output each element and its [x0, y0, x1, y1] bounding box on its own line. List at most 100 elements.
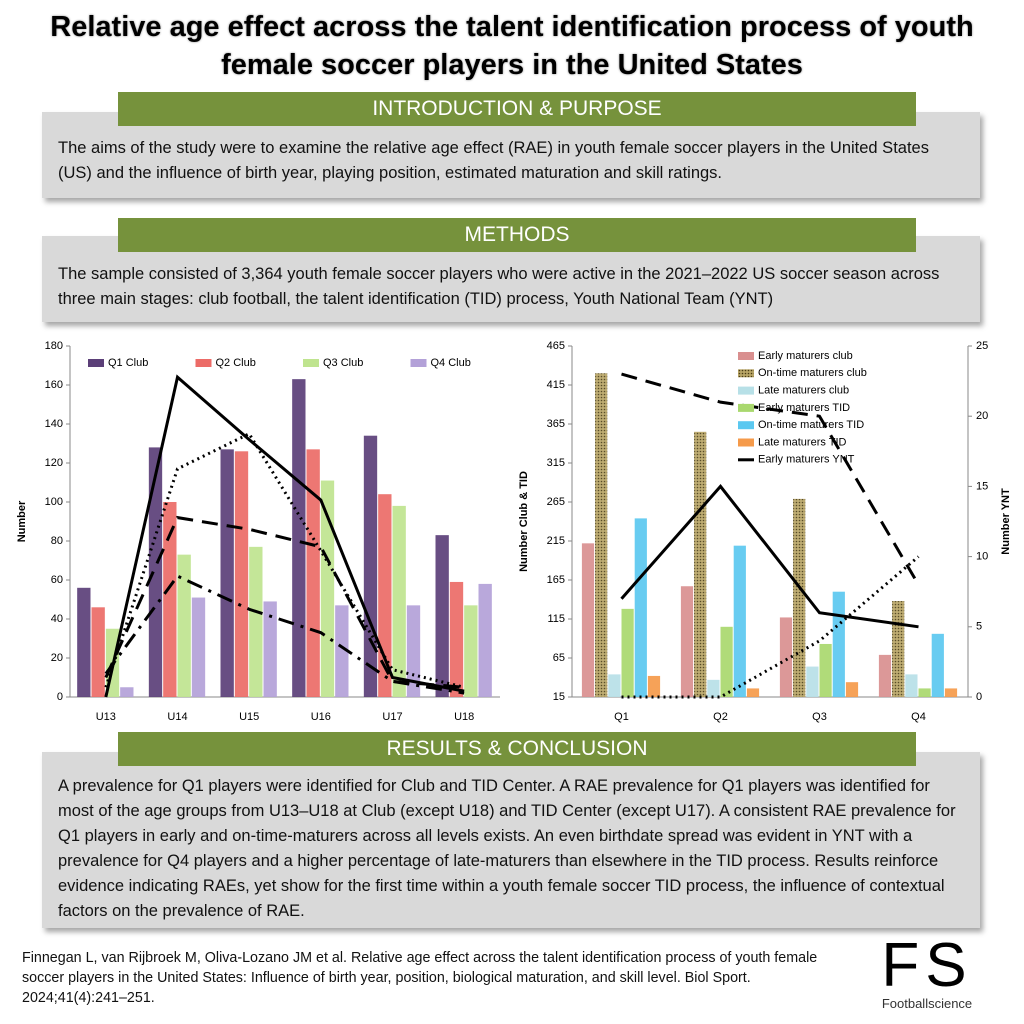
legend-label: On-time maturers club — [758, 367, 867, 379]
bar — [832, 591, 845, 697]
bar — [694, 431, 707, 697]
intro-text: The aims of the study were to examine th… — [58, 139, 929, 182]
legend-label: Early maturers YNT — [758, 454, 855, 466]
bar — [608, 674, 621, 697]
y-tick-label: 120 — [45, 457, 63, 469]
legend-swatch — [88, 359, 104, 367]
y2-tick-label: 0 — [976, 691, 982, 703]
y2-tick-label: 15 — [976, 480, 988, 492]
line — [104, 431, 465, 689]
bar — [91, 607, 105, 697]
y2-tick-label: 25 — [976, 340, 988, 352]
bar — [263, 601, 277, 697]
y2-tick-label: 5 — [976, 621, 982, 633]
y-tick-label: 115 — [547, 613, 565, 625]
x-tick-label: Q1 — [614, 711, 629, 723]
bar — [905, 674, 918, 697]
logo-name: Footballscience — [881, 996, 973, 1011]
y-tick-label: 315 — [547, 457, 565, 469]
bar — [406, 605, 421, 697]
y-tick-label: 140 — [45, 418, 63, 430]
bar — [647, 675, 661, 697]
bar — [845, 682, 859, 697]
legend-swatch — [738, 438, 754, 447]
line — [104, 374, 465, 698]
bar — [944, 688, 958, 697]
bar — [680, 586, 694, 697]
x-tick-label: U16 — [311, 711, 331, 723]
bar — [779, 617, 793, 697]
bar — [595, 373, 608, 697]
y-axis-title: Number — [16, 500, 28, 542]
bar — [148, 447, 163, 697]
x-tick-label: Q3 — [812, 711, 827, 723]
x-tick-label: Q4 — [911, 711, 926, 723]
bar — [931, 633, 944, 697]
line — [620, 484, 919, 629]
bar — [733, 545, 746, 697]
y-tick-label: 415 — [547, 379, 565, 391]
bar — [720, 626, 733, 697]
logo: FS Footballscience — [862, 931, 992, 1012]
y-tick-label: 215 — [547, 535, 565, 547]
citation: Finnegan L, van Rijbroek M, Oliva-Lozano… — [22, 950, 818, 1006]
bar — [746, 688, 760, 697]
y-axis-title: Number Club & TID — [518, 471, 530, 572]
legend-swatch — [410, 359, 427, 367]
bar — [892, 601, 905, 697]
y-tick-label: 40 — [51, 613, 63, 625]
y-tick-label: 180 — [45, 340, 63, 352]
legend-swatch — [738, 386, 754, 395]
y-tick-label: 80 — [51, 535, 63, 547]
legend-swatch — [303, 359, 319, 367]
bar — [435, 535, 449, 697]
x-tick-label: U18 — [454, 711, 474, 723]
bar — [191, 597, 206, 697]
bar — [177, 554, 191, 697]
bar — [249, 546, 263, 697]
legend-label: Q1 Club — [108, 357, 148, 369]
line — [621, 372, 920, 586]
line — [621, 555, 920, 699]
bar — [878, 654, 892, 697]
bar — [464, 605, 478, 697]
legend-label: Q3 Club — [323, 357, 363, 369]
legend-label: Late maturers club — [758, 385, 849, 397]
legend-label: Q4 Club — [431, 357, 471, 369]
bar — [120, 687, 134, 697]
bar — [581, 543, 595, 697]
bar — [478, 583, 492, 697]
bar — [707, 679, 720, 697]
x-tick-label: U17 — [382, 711, 402, 723]
y-tick-label: 265 — [547, 496, 565, 508]
y2-tick-label: 20 — [976, 410, 988, 422]
bar — [621, 608, 634, 697]
bar — [234, 451, 249, 697]
bar — [806, 666, 819, 697]
results-heading: RESULTS & CONCLUSION — [118, 732, 916, 766]
y2-axis-title: Number YNT — [1000, 488, 1012, 555]
legend-swatch — [195, 359, 212, 367]
legend-swatch — [738, 403, 754, 412]
y-tick-label: 465 — [547, 340, 565, 352]
logo-letters: FS — [881, 931, 973, 1000]
bar — [392, 505, 406, 697]
x-tick-label: U14 — [167, 711, 187, 723]
methods-heading: METHODS — [118, 218, 916, 252]
bar — [220, 449, 234, 697]
legend-label: Q2 Club — [216, 357, 256, 369]
bar — [918, 688, 931, 697]
y-tick-label: 65 — [553, 652, 565, 664]
x-tick-label: U13 — [96, 711, 116, 723]
y-tick-label: 165 — [547, 574, 565, 586]
title: Relative age effect across the talent id… — [50, 11, 974, 81]
y-tick-label: 15 — [553, 691, 565, 703]
line — [104, 574, 465, 695]
legend-swatch — [738, 352, 754, 360]
bar — [306, 449, 320, 697]
bar — [634, 518, 647, 697]
y-tick-label: 0 — [57, 691, 63, 703]
bar — [77, 587, 91, 697]
